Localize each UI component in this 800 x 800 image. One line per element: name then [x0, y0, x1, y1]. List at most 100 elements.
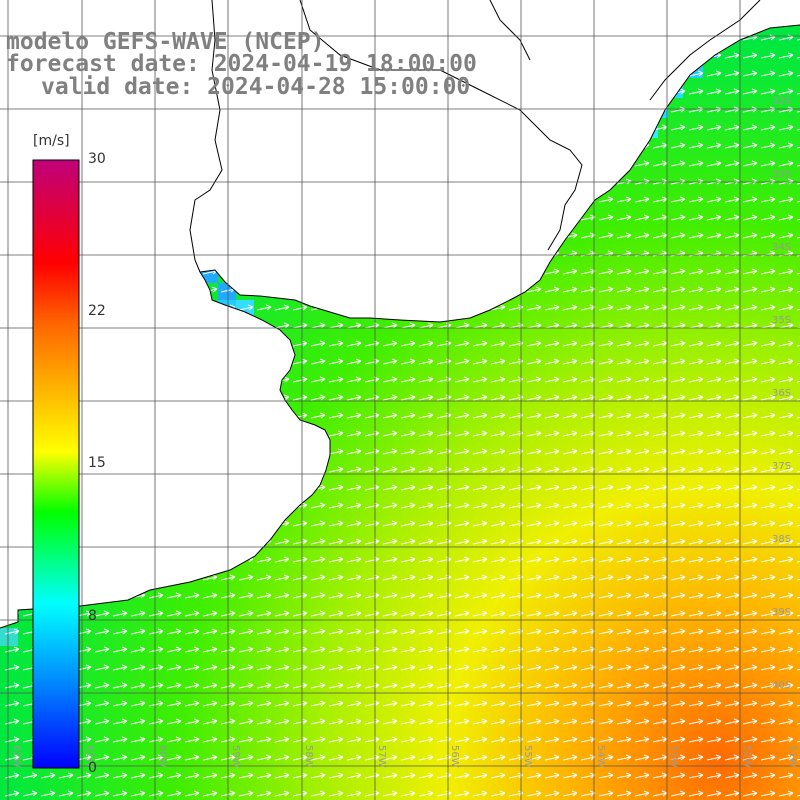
lon-label: 56W — [449, 745, 460, 768]
wind-arrow — [670, 628, 686, 635]
wind-arrow — [742, 178, 758, 185]
wind-arrow — [274, 790, 290, 797]
wind-arrow — [526, 520, 542, 527]
wind-arrow — [418, 646, 434, 653]
wind-arrow — [490, 412, 506, 419]
wind-arrow — [382, 628, 398, 635]
wind-arrow — [688, 718, 704, 725]
wind-arrow — [688, 754, 704, 761]
lon-label: 53W — [668, 745, 679, 768]
wind-arrow — [778, 358, 794, 365]
wind-arrow — [184, 754, 200, 761]
wind-arrow — [328, 520, 344, 527]
wind-arrow — [688, 412, 704, 419]
wind-arrow — [760, 538, 776, 545]
wind-arrow — [778, 250, 794, 257]
wind-arrow — [724, 250, 740, 257]
wind-arrow — [184, 628, 200, 635]
wind-arrow — [526, 430, 542, 437]
wind-arrow — [760, 304, 776, 311]
wind-arrow — [346, 430, 362, 437]
wind-arrow — [760, 646, 776, 653]
wind-arrow — [760, 466, 776, 473]
wind-arrow — [634, 322, 650, 329]
lat-label: 40S — [772, 680, 791, 691]
wind-arrow — [202, 610, 218, 617]
wind-arrow — [148, 592, 164, 599]
wind-arrow — [634, 574, 650, 581]
wind-arrow — [634, 664, 650, 671]
wind-arrow — [310, 682, 326, 689]
wind-arrow — [310, 502, 326, 509]
wind-arrow — [652, 718, 668, 725]
coastline — [0, 24, 800, 629]
wind-arrow — [760, 214, 776, 221]
valid-date: valid date: 2024-04-28 15:00:00 — [41, 74, 471, 100]
wind-arrow — [598, 718, 614, 725]
wind-arrow — [562, 286, 578, 293]
wind-arrow — [598, 412, 614, 419]
lat-label: 39S — [772, 607, 791, 618]
wind-arrow — [310, 376, 326, 383]
wind-arrow — [382, 682, 398, 689]
wind-arrow — [742, 520, 758, 527]
wind-arrow — [382, 772, 398, 779]
wind-arrow — [472, 358, 488, 365]
wind-arrow — [598, 574, 614, 581]
wind-arrow — [238, 610, 254, 617]
wind-arrow — [346, 538, 362, 545]
wind-arrow — [490, 646, 506, 653]
wind-arrow — [760, 700, 776, 707]
wind-arrow — [94, 700, 110, 707]
wind-arrow — [292, 340, 308, 347]
wind-arrow — [796, 322, 800, 329]
wind-arrow — [544, 538, 560, 545]
wind-arrow — [454, 646, 470, 653]
wind-arrow — [544, 772, 560, 779]
wind-arrow — [292, 322, 308, 329]
wind-arrow — [670, 790, 686, 797]
wind-arrow — [526, 502, 542, 509]
wind-arrow — [724, 682, 740, 689]
wind-arrow — [94, 682, 110, 689]
wind-arrow — [472, 376, 488, 383]
wind-arrow — [400, 520, 416, 527]
wind-arrow — [742, 250, 758, 257]
wind-arrow — [202, 772, 218, 779]
wind-arrow — [328, 628, 344, 635]
wind-arrow — [490, 448, 506, 455]
wind-arrow — [382, 358, 398, 365]
wind-arrow — [562, 340, 578, 347]
wind-arrow — [382, 700, 398, 707]
wind-arrow — [616, 664, 632, 671]
wind-arrow — [706, 718, 722, 725]
wind-arrow — [634, 682, 650, 689]
wind-arrow — [562, 394, 578, 401]
wind-arrow — [796, 88, 800, 95]
wind-arrow — [742, 556, 758, 563]
wind-arrow — [544, 322, 560, 329]
wind-arrow — [706, 610, 722, 617]
wind-arrow — [310, 790, 326, 797]
wind-arrow — [418, 340, 434, 347]
wind-arrow — [454, 736, 470, 743]
wind-arrow — [112, 772, 128, 779]
wind-arrow — [400, 322, 416, 329]
wind-arrow — [742, 214, 758, 221]
wind-arrow — [688, 682, 704, 689]
wind-arrow — [454, 790, 470, 797]
wind-arrow — [310, 592, 326, 599]
wind-arrow — [778, 592, 794, 599]
wind-arrow — [724, 556, 740, 563]
wind-arrow — [706, 538, 722, 545]
colorbar-tick-15: 15 — [88, 455, 106, 471]
wind-arrow — [706, 754, 722, 761]
lat-label: 33S — [772, 169, 791, 180]
wind-arrow — [562, 790, 578, 797]
wind-arrow — [652, 340, 668, 347]
wind-arrow — [634, 196, 650, 203]
wind-arrow — [40, 772, 56, 779]
wind-arrow — [688, 610, 704, 617]
wind-arrow — [670, 700, 686, 707]
